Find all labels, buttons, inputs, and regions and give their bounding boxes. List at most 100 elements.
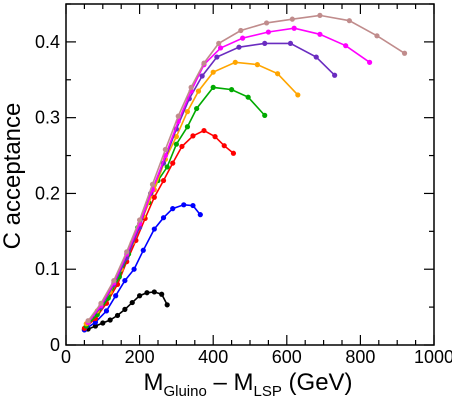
y-tick-label: 0.1 [35, 259, 60, 279]
data-point [229, 87, 235, 93]
series-line [87, 14, 406, 322]
data-point [245, 94, 251, 100]
series-8 [85, 12, 408, 324]
plot-area [81, 12, 408, 333]
data-point [232, 59, 238, 65]
series-line [87, 42, 336, 323]
data-point [103, 308, 110, 314]
data-point [197, 212, 203, 218]
data-point [291, 25, 297, 31]
data-point [164, 164, 170, 170]
data-point [129, 299, 135, 306]
y-tick-label: 0.2 [35, 183, 60, 203]
data-point [122, 277, 128, 284]
data-point [287, 40, 294, 47]
data-point [238, 27, 244, 34]
data-point [263, 20, 270, 26]
data-point [317, 12, 323, 18]
data-point [374, 33, 380, 39]
data-point [221, 143, 227, 149]
data-point [124, 249, 130, 255]
data-point [201, 60, 207, 66]
data-point [164, 302, 170, 308]
y-tick-label: 0 [50, 335, 60, 355]
data-point [160, 177, 167, 184]
data-point [313, 54, 319, 60]
x-tick-label: 800 [345, 347, 375, 367]
data-point [236, 44, 242, 50]
data-point [85, 318, 91, 324]
data-point [230, 150, 237, 156]
series-line [85, 86, 266, 327]
data-point [346, 18, 352, 24]
data-point [98, 300, 104, 306]
data-point [214, 54, 220, 60]
plot-frame [65, 3, 435, 346]
data-point [159, 291, 165, 297]
data-point [212, 134, 218, 140]
series-line [87, 27, 371, 323]
x-axis-title-sub1: Gluino [163, 383, 206, 400]
data-point [144, 290, 150, 296]
tick-labels: 0 200 400 600 800 1000 0 0.1 0.2 0.3 0.4 [35, 32, 452, 367]
series-1 [81, 289, 170, 333]
data-point [113, 293, 119, 299]
data-point [100, 320, 106, 326]
data-point [131, 266, 137, 272]
data-point [210, 69, 216, 75]
data-point [190, 133, 196, 139]
data-point [122, 306, 128, 312]
data-point [254, 62, 260, 68]
data-point [175, 113, 181, 119]
data-point [295, 92, 301, 98]
data-point [137, 293, 143, 299]
x-axis-title-unit: (GeV) [282, 369, 353, 396]
data-point [107, 317, 113, 323]
data-point [317, 31, 323, 37]
data-point [343, 43, 349, 49]
data-point [173, 134, 179, 140]
data-point [262, 112, 268, 118]
y-tick-label: 0.4 [35, 32, 60, 52]
data-point [217, 45, 224, 51]
data-point [151, 194, 157, 200]
data-point [188, 84, 194, 90]
data-point [151, 226, 157, 232]
data-point [265, 29, 271, 35]
data-point [149, 181, 156, 187]
x-axis-title-minus: – M [207, 369, 254, 396]
x-axis-title-sub2: LSP [254, 383, 282, 400]
data-point [199, 73, 205, 79]
y-axis-title: C acceptance [0, 103, 26, 250]
data-point [332, 72, 338, 78]
y-tick-label: 0.3 [35, 108, 60, 128]
data-point [184, 124, 191, 130]
axis-ticks [65, 3, 435, 346]
data-point [181, 202, 187, 208]
data-point [216, 40, 222, 47]
x-tick-label: 200 [125, 347, 155, 367]
data-point [275, 71, 281, 77]
data-point [92, 319, 99, 325]
x-axis-title-main: M [143, 369, 163, 396]
data-point [240, 35, 246, 41]
data-point [401, 50, 408, 56]
data-point [92, 323, 99, 329]
series-line [83, 129, 234, 329]
data-point [170, 160, 176, 166]
x-tick-label: 1000 [414, 347, 452, 367]
x-tick-label: 0 [61, 347, 71, 367]
data-point [140, 247, 146, 253]
data-point [289, 16, 295, 22]
data-point [201, 127, 207, 134]
data-point [190, 202, 196, 209]
x-tick-label: 400 [198, 347, 228, 367]
data-point [367, 59, 373, 65]
data-point [194, 105, 200, 112]
data-point [111, 277, 117, 284]
data-point [151, 289, 157, 295]
x-axis-title: MGluino – MLSP (GeV) [143, 369, 352, 400]
data-point [137, 217, 143, 223]
series-3 [81, 127, 237, 331]
